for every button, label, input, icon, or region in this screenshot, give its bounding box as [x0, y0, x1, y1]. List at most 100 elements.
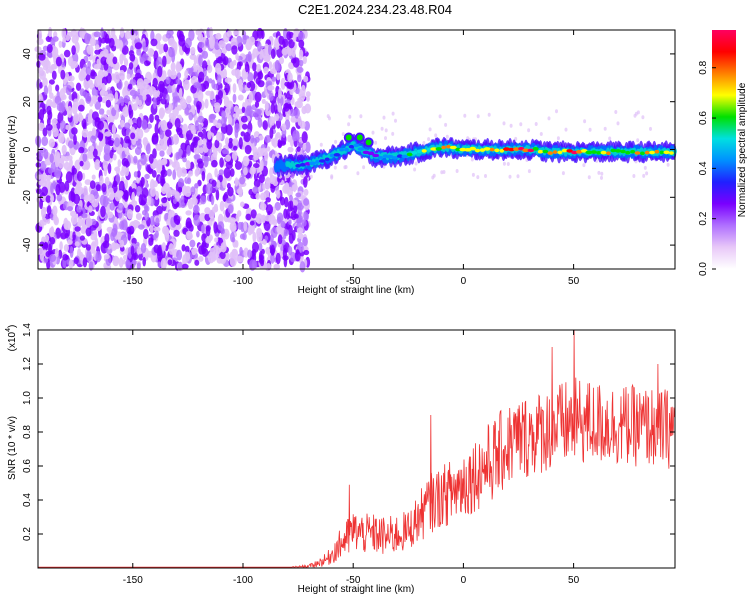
noise-speckle	[177, 186, 183, 193]
noise-speckle	[205, 225, 211, 232]
noise-speckle	[120, 98, 125, 107]
ridge-core	[391, 156, 399, 160]
noise-speckle	[163, 43, 169, 53]
noise-speckle	[150, 38, 158, 47]
noise-speckle	[259, 159, 264, 172]
noise-speckle	[184, 251, 191, 262]
noise-speckle	[88, 261, 94, 271]
noise-speckle	[107, 163, 112, 174]
noise-speckle	[293, 107, 300, 119]
noise-speckle	[141, 187, 149, 199]
noise-speckle	[287, 134, 292, 143]
noise-speckle	[303, 75, 309, 83]
snr-x-tick-label: 0	[461, 575, 467, 586]
noise-speckle	[87, 113, 92, 125]
ridge-blob-core	[345, 134, 352, 141]
noise-speckle	[276, 225, 283, 234]
noise-speckle	[264, 101, 269, 112]
noise-speckle	[140, 176, 145, 186]
noise-speckle	[63, 49, 71, 58]
noise-speckle	[185, 160, 191, 170]
noise-speckle	[185, 37, 192, 49]
noise-speckle	[201, 50, 209, 59]
noise-speckle	[144, 173, 150, 180]
ridge-core	[348, 144, 355, 149]
ridge-core	[527, 148, 535, 153]
noise-speckle	[214, 237, 219, 243]
noise-speckle	[159, 150, 165, 157]
noise-speckle	[82, 122, 87, 132]
noise-speckle	[250, 134, 255, 144]
noise-speckle	[77, 215, 83, 227]
noise-speckle	[284, 182, 290, 192]
noise-speckle	[204, 156, 211, 162]
faint-speckle	[382, 115, 386, 120]
noise-speckle	[199, 147, 204, 154]
noise-speckle	[162, 225, 169, 235]
noise-speckle	[258, 242, 263, 252]
noise-speckle	[246, 82, 252, 89]
noise-speckle	[244, 144, 252, 155]
noise-speckle	[240, 201, 245, 208]
ridge-core	[610, 148, 617, 153]
noise-speckle	[252, 163, 260, 169]
noise-speckle	[144, 211, 150, 221]
noise-speckle	[51, 63, 58, 70]
noise-speckle	[125, 259, 131, 270]
noise-speckle	[104, 176, 110, 186]
faint-speckle	[547, 116, 551, 121]
noise-speckle	[203, 80, 210, 90]
noise-speckle	[36, 174, 44, 180]
noise-speckle	[176, 72, 182, 79]
noise-speckle	[183, 79, 190, 91]
noise-speckle	[110, 27, 116, 39]
noise-speckle	[85, 217, 93, 228]
faint-speckle	[422, 141, 426, 145]
noise-speckle	[295, 192, 302, 198]
noise-speckle	[67, 140, 74, 149]
noise-speckle	[208, 78, 213, 84]
noise-speckle	[288, 194, 293, 202]
noise-speckle	[67, 239, 73, 245]
noise-speckle	[63, 244, 69, 252]
spectrogram-y-tick-label: 20	[22, 96, 33, 108]
noise-speckle	[43, 148, 49, 160]
noise-speckle	[303, 188, 309, 196]
faint-speckle	[527, 169, 531, 174]
noise-speckle	[234, 122, 240, 133]
noise-speckle	[103, 144, 111, 155]
noise-speckle	[162, 70, 167, 83]
ridge-core	[455, 147, 461, 152]
noise-speckle	[194, 168, 200, 177]
noise-speckle	[92, 148, 98, 158]
noise-speckle	[43, 85, 49, 96]
noise-speckle	[93, 31, 101, 38]
noise-speckle	[286, 82, 291, 89]
noise-speckle	[199, 195, 207, 205]
snr-series-line	[38, 329, 676, 569]
noise-speckle	[114, 104, 119, 111]
noise-speckle	[302, 143, 307, 151]
noise-speckle	[158, 47, 163, 55]
noise-speckle	[197, 160, 204, 169]
noise-speckle	[167, 122, 173, 130]
noise-speckle	[85, 160, 90, 171]
noise-speckle	[106, 56, 113, 65]
noise-speckle	[198, 245, 205, 255]
noise-speckle	[268, 44, 272, 56]
noise-speckle	[100, 27, 104, 39]
noise-speckle	[187, 198, 194, 210]
noise-speckle	[247, 51, 252, 63]
noise-speckle	[69, 158, 73, 168]
noise-speckle	[293, 204, 298, 214]
noise-speckle	[52, 127, 59, 138]
noise-speckle	[242, 155, 250, 167]
faint-speckle	[636, 138, 640, 143]
noise-speckle	[60, 232, 67, 240]
faint-speckle	[380, 126, 384, 131]
ridge-core	[489, 147, 495, 152]
noise-speckle	[302, 55, 307, 65]
ridge-core	[547, 151, 553, 155]
spectrogram-y-tick-label: 40	[22, 48, 33, 60]
noise-speckle	[39, 198, 43, 210]
